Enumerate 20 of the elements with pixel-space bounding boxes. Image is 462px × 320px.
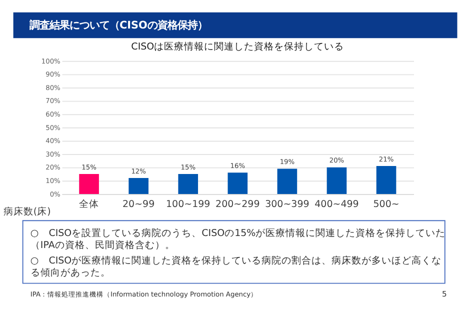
chart-title: 調査結果について（CISOの資格保持） bbox=[28, 20, 208, 32]
x-tick-label: 300~399 bbox=[265, 198, 310, 210]
bar bbox=[79, 174, 99, 194]
x-tick-label: 20~99 bbox=[122, 198, 155, 210]
bar bbox=[326, 167, 347, 194]
text: ○ CISOが医療情報に関連した資格を保持している病院の割合は、病床数が多いほど高くなる傾向があった。 bbox=[30, 254, 442, 279]
x-tick-label: 200~299 bbox=[216, 198, 260, 210]
chart-subtitle: CISOは医療情報に関連した資格を保持している bbox=[131, 40, 344, 52]
bar bbox=[277, 168, 298, 194]
x-tick-label: 500~ bbox=[373, 198, 400, 210]
bar bbox=[178, 174, 198, 194]
x-tick-label: 400~499 bbox=[314, 198, 359, 210]
bar bbox=[228, 172, 248, 194]
x-axis-title: 病床数(床) bbox=[3, 205, 51, 218]
text: 5 bbox=[442, 290, 447, 299]
bar bbox=[128, 178, 148, 194]
text: ○ CISOを設置している病院のうち、CISOの15%が医療情報に関連した資格を保持していた（IPAの資格、民間資格含む）。 bbox=[30, 226, 446, 252]
x-tick-label: 全体 bbox=[79, 198, 100, 210]
bar bbox=[376, 166, 396, 194]
x-tick-label: 100~199 bbox=[166, 198, 210, 210]
